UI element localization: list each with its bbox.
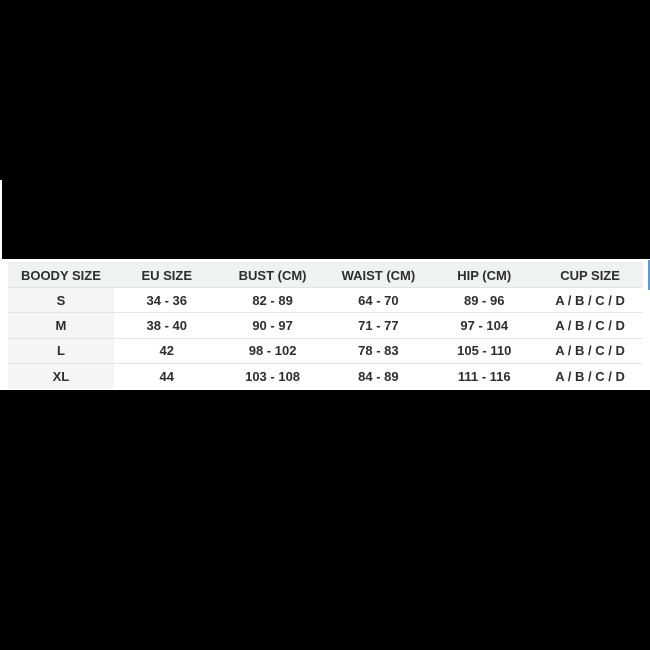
table-row: L 42 98 - 102 78 - 83 105 - 110 A / B / C / D <box>8 337 643 364</box>
measurement-cell: 64 - 70 <box>358 292 399 308</box>
measurement-cell: 42 <box>113 337 220 364</box>
measurement-cell: 84 - 89 <box>325 363 432 389</box>
measurement-cell: 89 - 96 <box>463 292 505 308</box>
measurement-cell: 90 - 97 <box>219 312 326 339</box>
measurement-cell: 71 - 77 <box>325 312 432 339</box>
bottom-black-band <box>0 390 650 650</box>
size-chart-panel: BOODY SIZE EU SIZE BUST (CM) WAIST (CM) … <box>0 259 650 390</box>
table-row: S 34 - 36 82 - 89 64 - 70 89 - 96 A / B / C /… <box>8 287 643 313</box>
table-row: XL 44 103 - 108 84 - 89 111 - 116 A / B / C /… <box>8 363 643 389</box>
size-label-cell: L <box>8 337 114 364</box>
left-edge-sliver <box>0 180 2 259</box>
column-header-eu-size: EU SIZE <box>113 262 220 288</box>
table-body: S 34 - 36 82 - 89 64 - 70 89 - 96 A / B / C /… <box>8 287 643 389</box>
top-black-band <box>0 0 650 259</box>
column-header-waist: WAIST (CM) <box>325 262 432 288</box>
measurement-cell: 97 - 104 <box>431 312 538 339</box>
measurement-cell: 44 <box>113 363 220 389</box>
measurement-cell: A / B / C / D <box>537 363 643 389</box>
measurement-cell: A / B / C / D <box>537 312 643 339</box>
column-header-hip: HIP (CM) <box>431 262 538 288</box>
measurement-cell: 98 - 102 <box>219 337 326 364</box>
measurement-cell: A / B / C / D <box>555 292 625 308</box>
measurement-cell: 111 - 116 <box>431 363 538 389</box>
column-header-bust: BUST (CM) <box>219 262 326 288</box>
measurement-cell: 103 - 108 <box>219 363 326 389</box>
measurement-cell: 105 - 110 <box>431 337 538 364</box>
measurement-cell: 82 - 89 <box>252 292 293 308</box>
scrollbar-thumb-fragment <box>648 260 650 290</box>
size-chart-table: BOODY SIZE EU SIZE BUST (CM) WAIST (CM) … <box>8 262 643 389</box>
measurement-cell: 34 - 36 <box>146 292 187 308</box>
header-row: BOODY SIZE EU SIZE BUST (CM) WAIST (CM) … <box>8 262 643 288</box>
size-label-cell: XL <box>8 363 114 389</box>
measurement-cell: A / B / C / D <box>537 337 643 364</box>
measurement-cell: 78 - 83 <box>325 337 432 364</box>
size-label-cell: M <box>8 312 114 339</box>
column-header-body-size: BOODY SIZE <box>8 262 114 288</box>
column-header-cup-size: CUP SIZE <box>537 262 643 288</box>
measurement-cell: 38 - 40 <box>113 312 220 339</box>
table-header: BOODY SIZE EU SIZE BUST (CM) WAIST (CM) … <box>8 262 643 288</box>
table-row: M 38 - 40 90 - 97 71 - 77 97 - 104 A / B / C … <box>8 312 643 339</box>
size-label-cell: S <box>8 287 114 313</box>
